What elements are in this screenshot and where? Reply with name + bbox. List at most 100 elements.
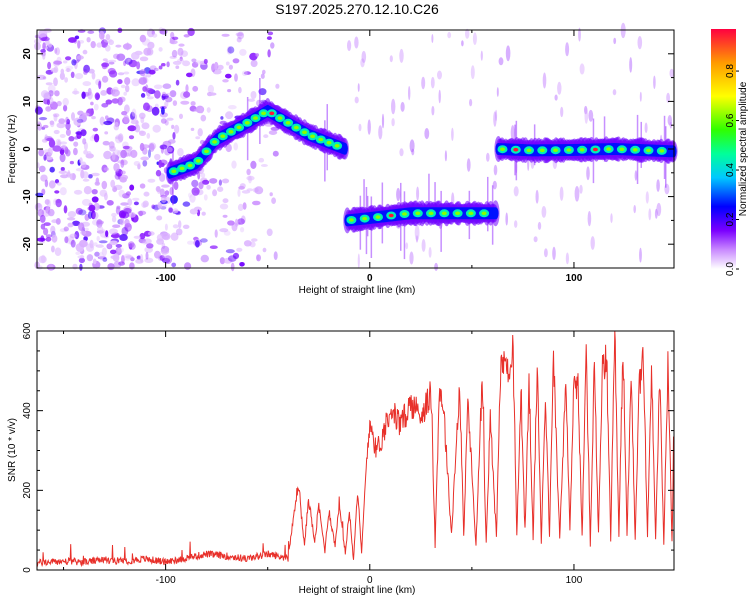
noise-blob (42, 124, 49, 129)
noise-blob (212, 189, 218, 197)
noise-blob (55, 198, 62, 208)
noise-blob (135, 258, 144, 264)
noise-blob (55, 218, 61, 225)
noise-blob (53, 114, 58, 122)
noise-blob (140, 93, 146, 98)
noise-blob (51, 234, 58, 243)
noise-blob (136, 61, 141, 70)
track-core (318, 137, 324, 142)
streak-blob (360, 58, 365, 68)
noise-blob (190, 101, 196, 106)
track-core (539, 148, 545, 153)
noise-blob (238, 185, 245, 190)
noise-blob (223, 230, 231, 236)
track-body (492, 207, 499, 220)
streak-blob (367, 119, 371, 135)
noise-blob (105, 99, 113, 105)
noise-blob (77, 255, 85, 259)
noise-blob (91, 72, 96, 80)
noise-blob (79, 239, 88, 248)
noise-blob (91, 116, 96, 120)
streak-blob (465, 28, 470, 39)
streak-blob (667, 115, 672, 126)
noise-blob (114, 121, 119, 128)
noise-blob (71, 112, 75, 121)
noise-blob (191, 58, 197, 63)
colorbar-tick-label: 0.8 (725, 64, 736, 78)
streak-blob (486, 152, 490, 162)
noise-blob (190, 127, 195, 131)
noise-blob (158, 47, 163, 52)
noise-blob (157, 186, 161, 194)
noise-blob (55, 138, 62, 148)
streak-blob (513, 186, 519, 197)
streak-blob (537, 221, 542, 230)
noise-blob (200, 114, 207, 122)
streak-blob (629, 57, 633, 73)
colorbar-gradient (711, 29, 736, 269)
noise-blob (179, 56, 183, 62)
noise-blob (175, 65, 180, 69)
streak-blob (408, 86, 411, 101)
noise-blob (191, 179, 199, 188)
noise-blob (158, 159, 162, 169)
streak-blob (612, 89, 617, 96)
noise-blob (69, 233, 77, 239)
snr-x-tick-label: -100 (156, 575, 176, 586)
streak-blob (498, 57, 504, 66)
noise-blob (52, 113, 60, 118)
noise-blob (42, 51, 46, 60)
streak-blob (414, 225, 420, 241)
noise-blob (201, 211, 206, 216)
noise-blob (91, 210, 96, 220)
noise-blob (221, 178, 230, 184)
noise-blob (222, 214, 228, 218)
noise-blob (130, 149, 138, 158)
snr-panel: -100 0 100 600 400 200 0 Height of straight li… (7, 322, 675, 596)
noise-blob (223, 257, 233, 264)
noise-blob (252, 187, 259, 193)
noise-blob (115, 44, 122, 48)
noise-blob (101, 75, 109, 83)
noise-blob (34, 106, 43, 115)
noise-blob (199, 106, 204, 114)
noise-blob (45, 234, 53, 238)
streak-blob (588, 109, 594, 122)
noise-blob (142, 86, 148, 92)
track-core (310, 134, 316, 139)
noise-blob (189, 208, 198, 215)
streak-blob (505, 212, 509, 226)
noise-blob (92, 127, 99, 132)
noise-blob (217, 64, 224, 71)
noise-blob (102, 257, 108, 262)
noise-blob (48, 139, 56, 148)
streak-blob (656, 179, 660, 192)
snr-x-axis-label: Height of straight line (km) (299, 585, 416, 596)
noise-blob (260, 164, 268, 167)
noise-blob (152, 124, 161, 133)
noise-blob (45, 236, 52, 242)
noise-blob (232, 58, 240, 64)
noise-blob (64, 77, 68, 83)
noise-blob (113, 184, 123, 190)
noise-blob (120, 202, 129, 206)
noise-blob (171, 49, 178, 58)
noise-blob (86, 37, 91, 43)
track-core (441, 211, 447, 216)
noise-blob (54, 247, 62, 256)
noise-blob (82, 138, 87, 145)
noise-blob (110, 249, 117, 255)
noise-blob (161, 62, 166, 67)
noise-blob (40, 49, 46, 53)
noise-blob (139, 142, 145, 152)
noise-blob (74, 136, 79, 140)
noise-blob (41, 254, 46, 263)
noise-blob (239, 48, 247, 56)
noise-blob (60, 167, 65, 171)
track-core (415, 211, 421, 216)
streak-blob (533, 236, 538, 243)
noise-blob (108, 61, 115, 65)
noise-blob (246, 175, 255, 181)
noise-blob (102, 140, 110, 146)
noise-blob (59, 153, 66, 163)
